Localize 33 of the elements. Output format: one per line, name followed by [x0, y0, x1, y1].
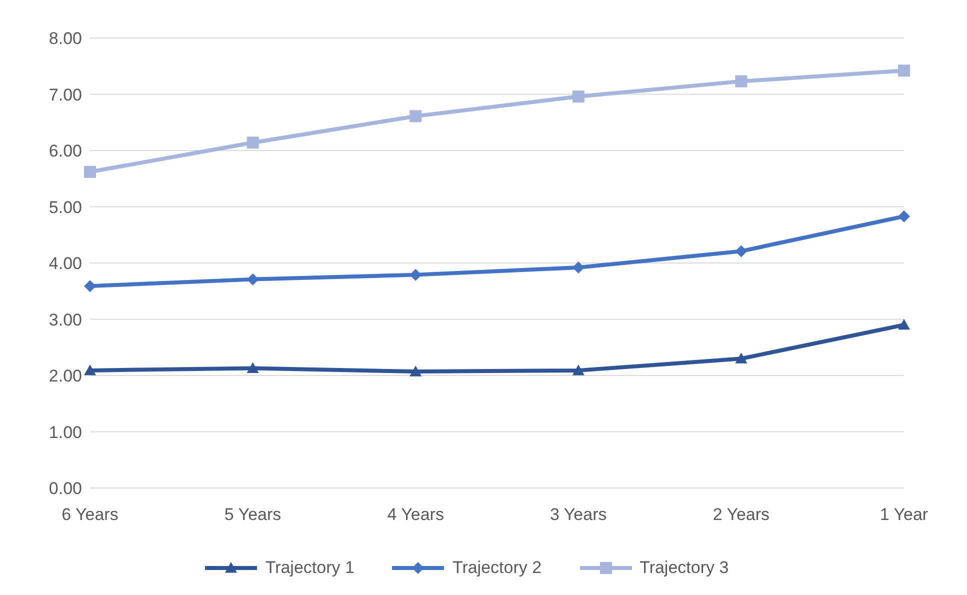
x-tick-label: 3 Years [550, 505, 607, 524]
point [735, 75, 748, 88]
y-tick-label: 8.00 [48, 29, 82, 48]
x-tick-label: 2 Years [712, 505, 770, 524]
legend-label: Trajectory 2 [451, 558, 542, 578]
point [84, 364, 96, 376]
x-tick-label: 6 Years [62, 505, 118, 524]
point [898, 318, 910, 330]
point [735, 245, 748, 258]
y-tick-label: 1.00 [48, 422, 82, 442]
point [410, 366, 422, 376]
point [84, 280, 96, 292]
x-tick-label: 5 Years [224, 505, 282, 524]
y-tick-label: 3.00 [48, 310, 82, 330]
point [898, 64, 910, 77]
point [246, 136, 259, 149]
y-tick-label: 6.00 [48, 142, 82, 161]
point [246, 362, 259, 373]
y-tick-label: 0.00 [48, 479, 82, 498]
y-tick-label: 2.00 [48, 366, 82, 386]
x-tick-label: 4 Years [387, 505, 444, 524]
point [572, 90, 584, 102]
point [898, 210, 910, 222]
y-tick-label: 4.00 [48, 254, 82, 274]
point [572, 364, 584, 376]
legend-label: Trajectory 1 [264, 558, 354, 578]
x-tick-label: 1 Year [880, 505, 928, 524]
legend-label: Trajectory 3 [638, 558, 729, 578]
point [410, 110, 422, 122]
y-tick-label: 7.00 [48, 85, 82, 104]
point [735, 352, 748, 364]
point [84, 166, 96, 178]
y-tick-label: 5.00 [48, 198, 82, 217]
